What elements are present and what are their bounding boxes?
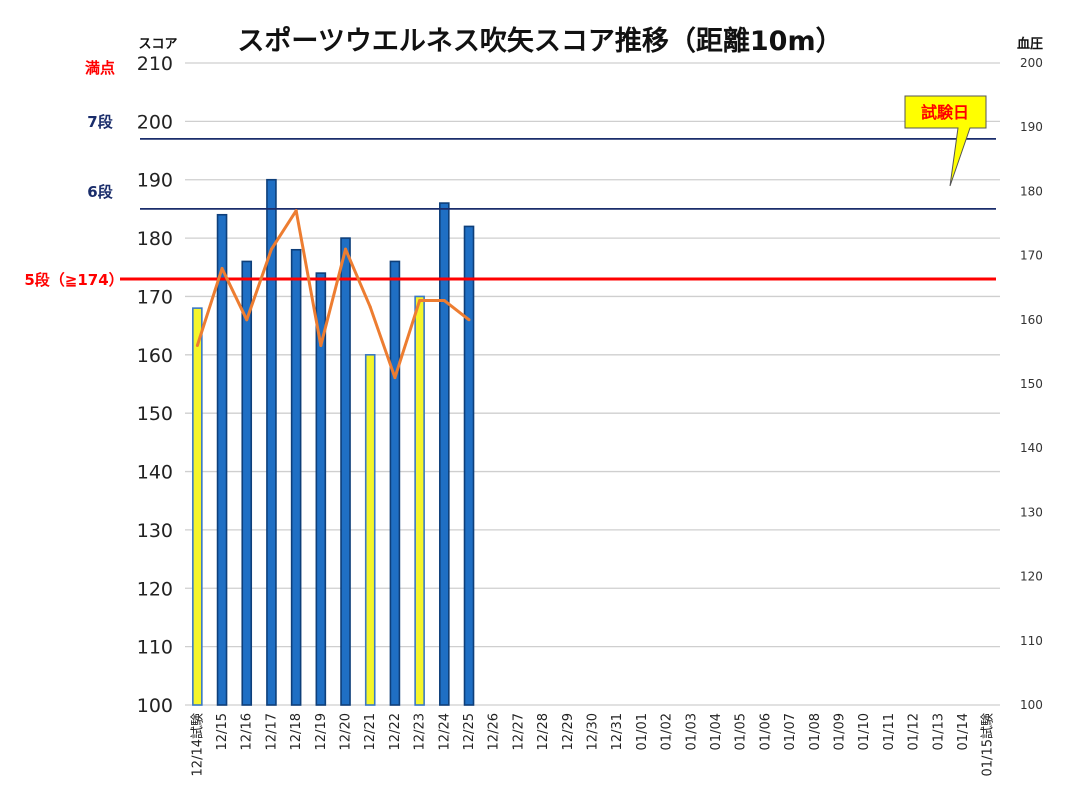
y-right-tick-label: 100 [1020,698,1043,712]
blood-pressure-point [344,247,348,251]
score-bar [463,225,475,706]
y-right-tick-label: 120 [1020,570,1043,584]
blood-pressure-point [195,343,199,347]
y-right-tick-label: 150 [1020,377,1043,391]
score-bar [266,178,277,706]
y-left-tick-label: 200 [137,111,173,133]
y-left-tick-label: 190 [137,170,173,192]
blood-pressure-point [418,299,422,303]
x-tick-label: 01/03 [684,713,699,750]
score-bar [439,202,450,706]
axis-layer: 100 110 120 130 140 150 160 170 180 190 200 210 100 1… [24,53,1043,776]
score-bar [216,213,228,706]
x-tick-label: 12/24 [437,713,452,750]
x-tick-label: 01/05 [734,713,749,750]
blood-pressure-point [294,209,298,213]
blood-pressure-point [220,266,224,270]
y-left-tick-label: 120 [137,578,173,600]
blood-pressure-point [319,343,323,347]
y-right-tick-label: 170 [1020,249,1043,263]
score-bar [241,260,253,706]
bars-layer [192,178,475,706]
y-right-tick-label: 200 [1020,56,1043,70]
x-tick-label: 01/01 [635,713,650,750]
line-layer [195,209,471,380]
x-tick-label: 12/18 [289,713,304,750]
x-tick-label: 12/26 [487,713,502,750]
x-tick-label: 12/30 [586,713,601,750]
x-tick-label: 12/25 [462,713,477,750]
reference-label: 6段 [87,183,112,201]
blood-pressure-point [245,318,249,322]
y-right-tick-label: 160 [1020,313,1043,327]
x-tick-label: 01/15試験 [980,713,996,776]
x-tick-label: 12/16 [240,713,255,750]
y-left-tick-label: 160 [137,345,173,367]
x-tick-label: 01/06 [758,713,773,750]
score-bar [364,354,376,706]
x-tick-label: 12/22 [388,713,403,750]
left-axis-label: スコア [138,37,177,52]
score-bar [389,260,401,706]
callout-label: 試験日 [921,103,969,122]
reference-label: 満点 [85,59,115,77]
x-tick-label: 12/28 [536,713,551,750]
x-tick-label: 12/14試験 [189,713,205,776]
score-bar [414,295,425,706]
x-tick-label: 12/17 [264,713,279,750]
x-tick-label: 01/04 [709,713,724,750]
x-tick-label: 12/21 [363,713,378,750]
x-tick-label: 01/12 [907,713,922,750]
blood-pressure-point [368,305,372,309]
x-tick-label: 01/13 [931,713,946,750]
x-tick-label: 12/20 [339,713,354,750]
y-left-tick-label: 150 [137,403,173,425]
x-tick-label: 12/29 [561,713,576,750]
blood-pressure-point [269,247,273,251]
y-right-tick-label: 130 [1020,505,1043,519]
x-tick-label: 01/10 [857,713,872,750]
x-tick-label: 12/27 [511,713,526,750]
x-tick-label: 12/15 [215,713,230,750]
y-left-tick-label: 110 [137,637,173,659]
x-tick-label: 01/09 [832,713,847,750]
test-day-callout: 試験日 [904,95,987,187]
callout-bubble [904,95,987,187]
score-bar [192,307,203,706]
y-right-tick-label: 190 [1020,120,1043,134]
y-left-tick-label: 140 [137,462,173,484]
x-tick-label: 12/31 [610,713,625,750]
reference-label: 7段 [87,113,112,131]
x-tick-label: 01/14 [956,713,971,750]
x-tick-label: 12/23 [413,713,428,750]
y-left-tick-label: 210 [137,53,173,75]
reference-label: 5段（≧174） [24,271,123,289]
x-tick-label: 01/08 [808,713,823,750]
score-bar [315,272,327,706]
y-right-tick-label: 110 [1020,634,1043,648]
x-tick-label: 01/11 [882,713,897,750]
blood-pressure-line [195,209,470,380]
right-axis-label: 血圧 [1017,36,1043,52]
y-left-tick-label: 180 [137,228,173,250]
score-bar [290,248,302,706]
score-bar [340,237,351,706]
grid-layer [185,62,1000,706]
chart-title: スポーツウエルネス吹矢スコア推移（距離10m） [237,25,842,57]
x-tick-label: 01/02 [660,713,675,750]
blood-pressure-point [393,376,397,380]
y-left-tick-label: 170 [137,286,173,308]
y-left-tick-label: 100 [137,695,173,717]
reference-lines-layer [120,137,996,281]
blood-pressure-point [467,318,471,322]
y-right-tick-label: 140 [1020,441,1043,455]
x-tick-label: 12/19 [314,713,329,750]
y-right-tick-label: 180 [1020,184,1043,198]
blood-pressure-point [442,299,446,303]
x-tick-label: 01/07 [783,713,798,750]
y-left-tick-label: 130 [137,520,173,542]
